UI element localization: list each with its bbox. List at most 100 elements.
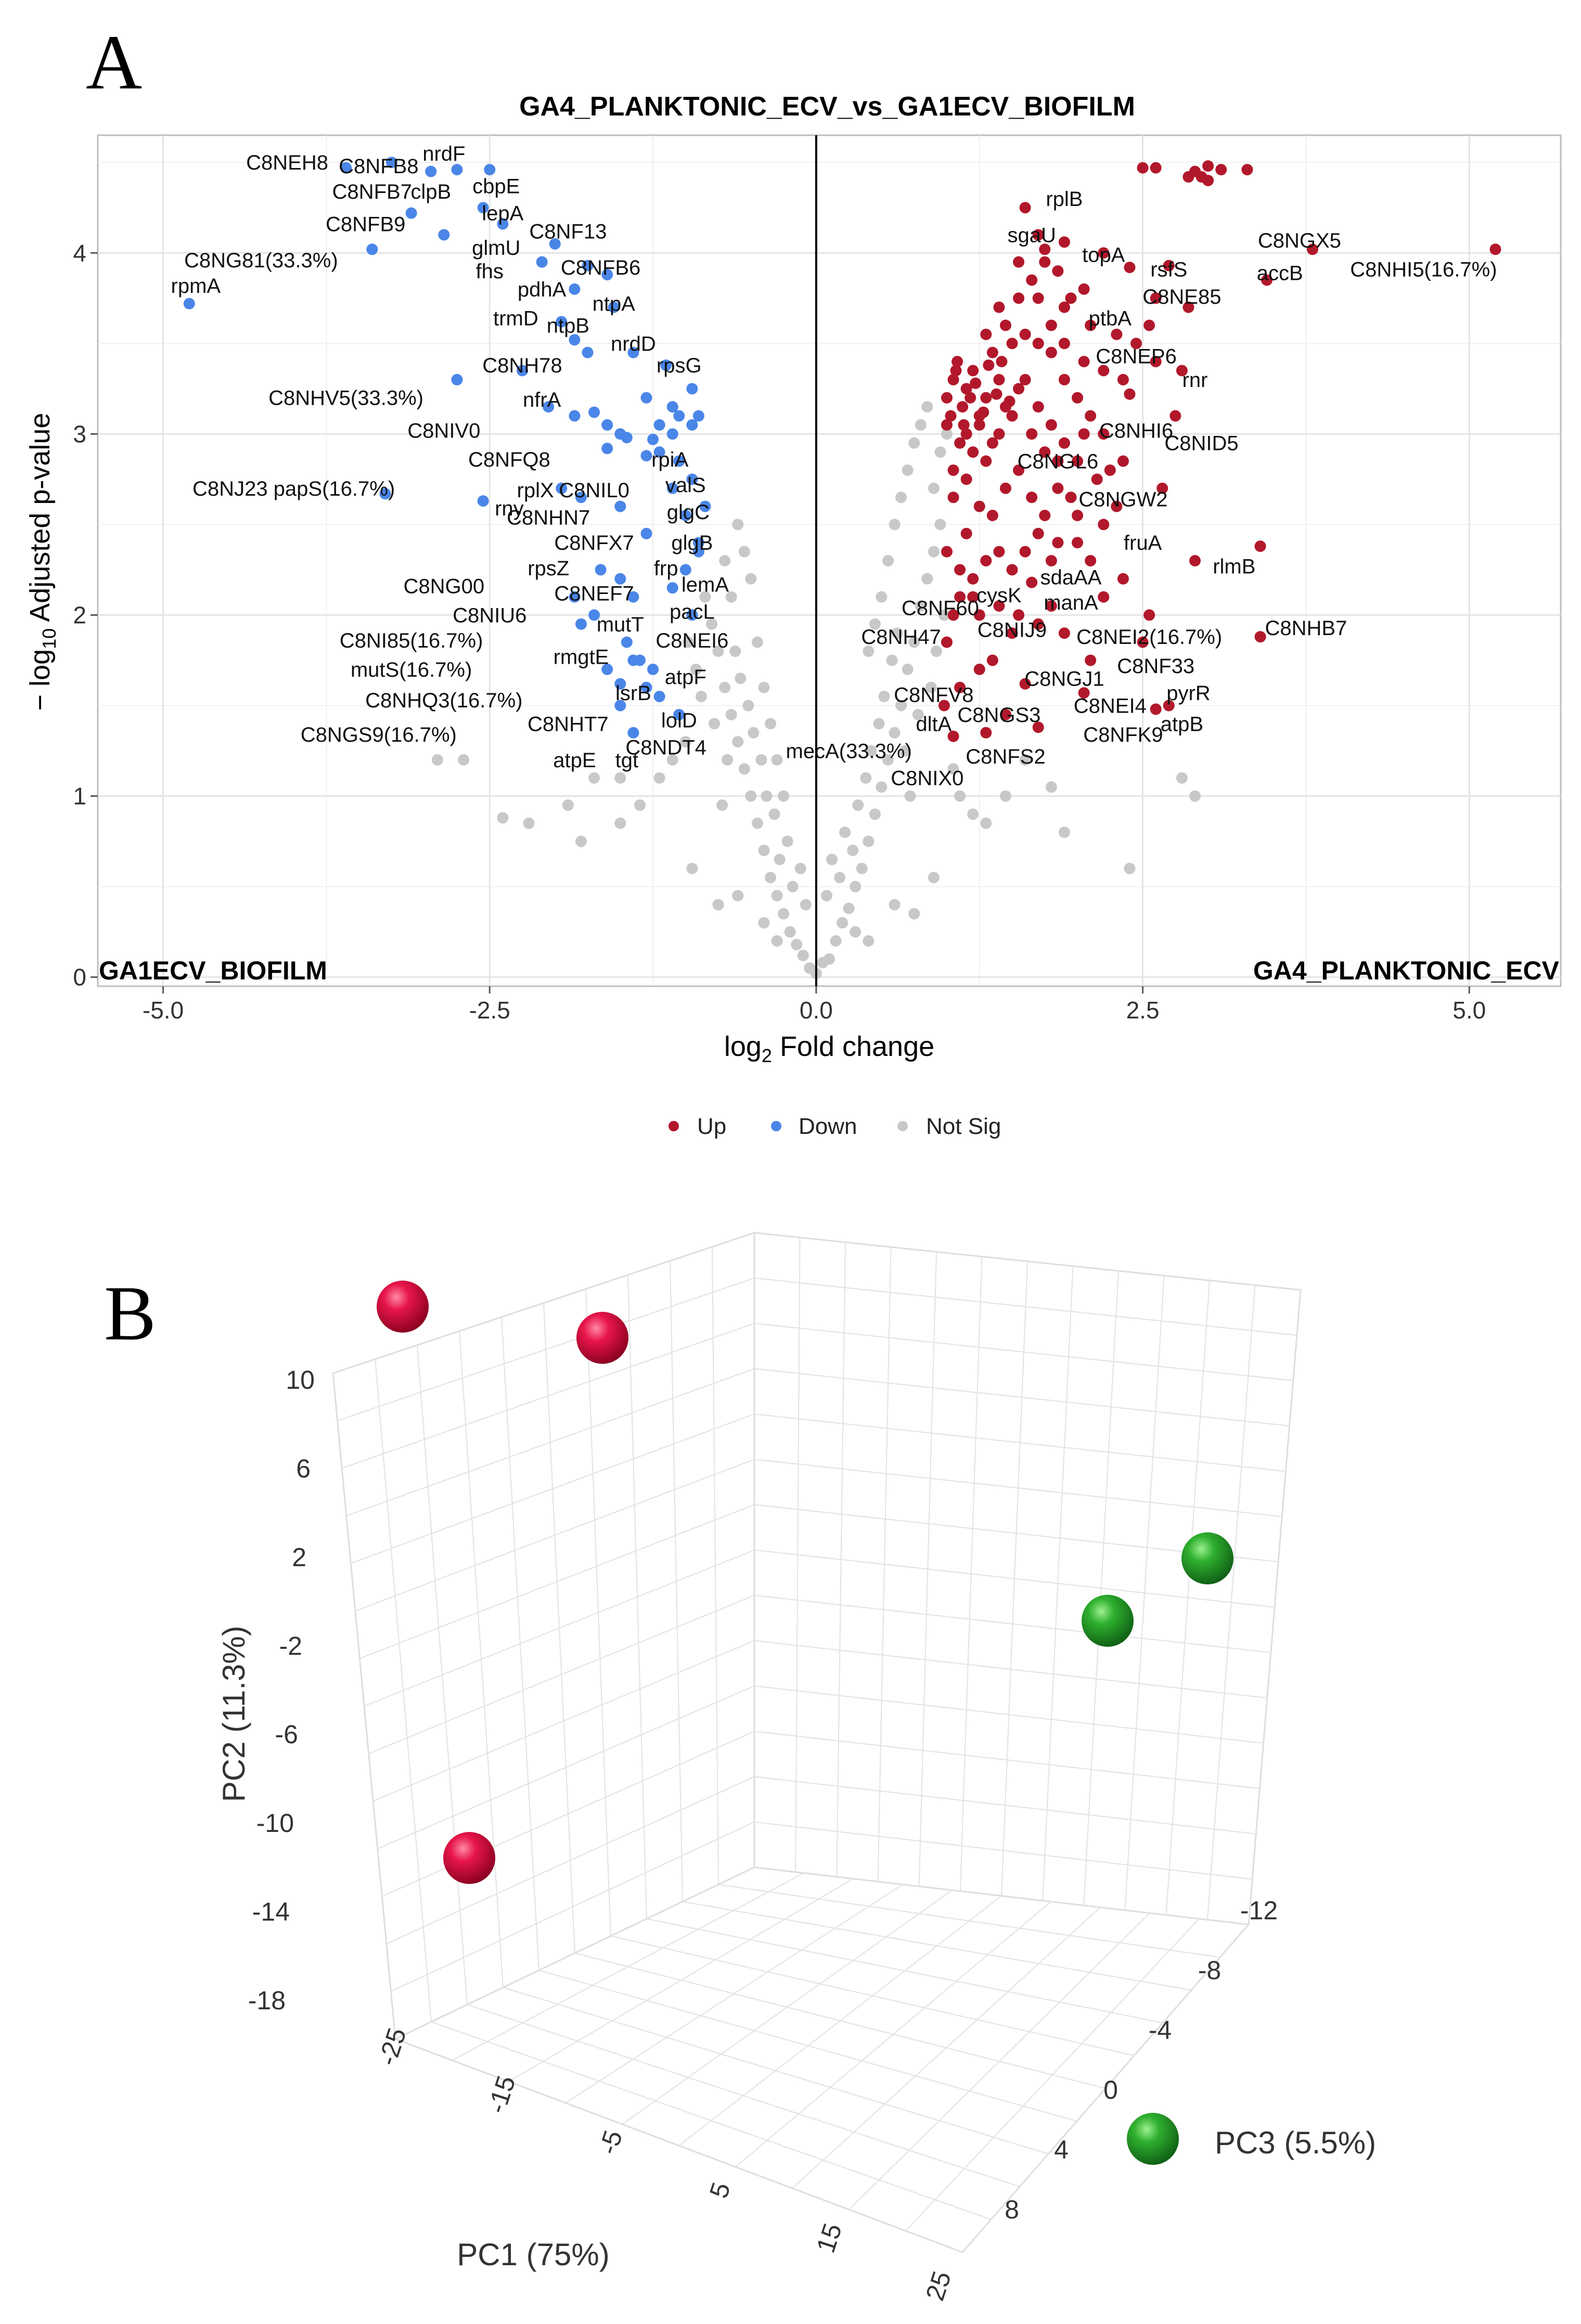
point-down (673, 455, 685, 467)
legend-up-swatch (669, 1121, 679, 1131)
point-not-sig (666, 754, 678, 766)
point-not-sig (915, 419, 927, 431)
point-not-sig (751, 636, 763, 648)
pc2-tick-label: 10 (286, 1365, 315, 1395)
point-not-sig (523, 817, 535, 829)
point-up (954, 564, 966, 576)
point-not-sig (902, 464, 914, 476)
legend-notsig-swatch (897, 1121, 908, 1131)
point-down (385, 157, 397, 169)
point-up (947, 464, 959, 476)
gene-label: C8NGW2 (1078, 488, 1167, 511)
point-up (967, 446, 979, 458)
point-down (686, 383, 698, 395)
point-up (938, 700, 950, 712)
point-up (1254, 631, 1266, 643)
gene-label: C8NFX7 (554, 532, 634, 554)
point-up (1026, 428, 1038, 440)
point-up (960, 383, 972, 395)
point-not-sig (716, 799, 728, 811)
point-up (1032, 618, 1044, 630)
gene-label: C8NHI6 (1099, 419, 1173, 442)
gene-label: C8NHB7 (1265, 617, 1347, 640)
point-not-sig (758, 844, 770, 856)
point-not-sig (899, 745, 911, 757)
point-not-sig (869, 808, 881, 820)
point-up (1117, 573, 1129, 585)
pc1-tick-label: -5 (593, 2127, 628, 2158)
point-not-sig (787, 881, 799, 893)
point-up (1489, 243, 1501, 255)
point-down (601, 419, 613, 431)
point-up (960, 473, 972, 485)
point-up (980, 392, 992, 404)
point-not-sig (1189, 790, 1201, 802)
pc2-tick-label: 6 (296, 1454, 311, 1483)
point-up (1026, 492, 1038, 503)
pc2-tick-label: -6 (275, 1720, 298, 1749)
pca-grid-line (792, 1907, 1101, 2189)
point-down (569, 591, 581, 603)
point-up (1058, 437, 1070, 449)
point-not-sig (895, 492, 907, 503)
point-not-sig (852, 799, 864, 811)
point-up (1032, 401, 1044, 413)
point-down (692, 546, 704, 558)
point-down (556, 482, 568, 494)
pca-grid-line (754, 1685, 1264, 1744)
gene-label: lemA (682, 573, 729, 596)
point-up (1072, 455, 1084, 467)
point-up (952, 356, 963, 368)
pc1-axis-title: PC1 (75%) (457, 2237, 609, 2272)
gene-label: C8NHV5(33.3%) (268, 387, 423, 410)
gene-label: manA (1044, 591, 1098, 614)
gene-label: C8NFQ8 (468, 448, 550, 471)
point-not-sig (761, 790, 773, 802)
pca-grid-line (754, 1550, 1275, 1608)
point-not-sig (837, 917, 849, 929)
point-down (569, 410, 581, 422)
pca-grid-line (905, 1918, 1200, 2231)
x-axis-ticks: -5.0 -2.5 0.0 2.5 5.0 (143, 986, 1486, 1024)
point-down (666, 401, 678, 413)
point-down (340, 162, 352, 174)
point-down (451, 164, 463, 176)
pca-grid-line (754, 1413, 1286, 1472)
point-down (575, 492, 587, 503)
point-not-sig (947, 763, 959, 775)
point-not-sig (928, 482, 940, 494)
point-up (993, 301, 1005, 313)
point-up (1006, 338, 1018, 350)
point-up (1019, 373, 1031, 385)
gene-label: C8NHT7 (528, 713, 609, 735)
point-not-sig (686, 862, 698, 874)
point-not-sig (843, 902, 855, 914)
gene-label: rsfS (1150, 259, 1187, 281)
point-up (1039, 509, 1051, 521)
point-down (451, 373, 463, 385)
point-down (692, 537, 704, 549)
point-up (1078, 356, 1090, 368)
point-up (1019, 546, 1031, 558)
gene-label: glgB (671, 532, 713, 554)
pc3-ticks: -12 -8 -4 0 4 8 (1005, 1896, 1278, 2224)
point-up (1189, 555, 1201, 566)
floor (393, 1866, 1251, 2253)
point-not-sig (830, 935, 842, 947)
point-not-sig (856, 862, 868, 874)
point-up (1013, 383, 1025, 395)
point-not-sig (928, 546, 940, 558)
point-up (986, 437, 998, 449)
point-down (497, 218, 509, 230)
point-not-sig (682, 636, 694, 648)
gene-label: C8NH78 (482, 354, 562, 377)
point-up (1032, 338, 1044, 350)
point-not-sig (865, 745, 877, 757)
point-not-sig (768, 808, 780, 820)
point-not-sig (1058, 827, 1070, 838)
pc2-tick-label: -18 (248, 1986, 286, 2015)
point-down (666, 582, 678, 594)
point-up (1039, 243, 1051, 255)
point-down (686, 609, 698, 621)
